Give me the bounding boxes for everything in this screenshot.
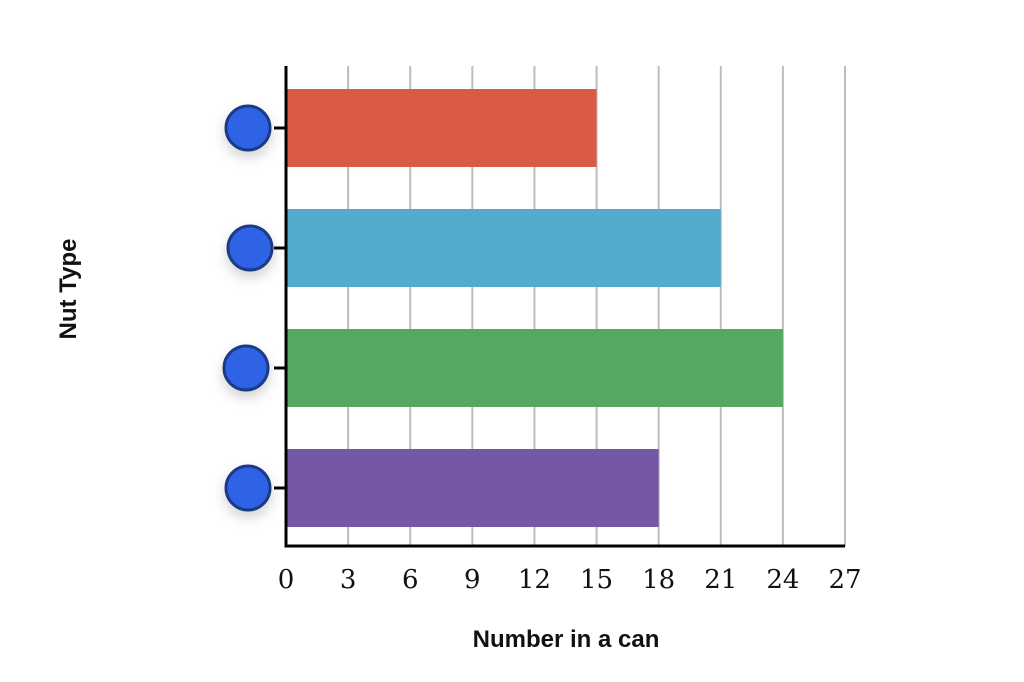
x-tick-label: 21	[704, 565, 737, 595]
x-tick-label: 15	[580, 565, 613, 595]
x-tick-label: 6	[402, 565, 419, 595]
category-marker-icon[interactable]	[222, 344, 270, 392]
x-tick-label: 24	[766, 565, 799, 595]
x-tick-label: 27	[828, 565, 861, 595]
bar	[287, 329, 783, 407]
x-tick-label: 3	[340, 565, 357, 595]
category-tick-marks	[274, 126, 286, 490]
bar	[287, 209, 721, 287]
category-marker-icon[interactable]	[226, 224, 274, 272]
x-tick-label: 9	[464, 565, 481, 595]
category-marker-icon[interactable]	[224, 464, 272, 512]
bar	[287, 449, 659, 527]
bar	[287, 89, 597, 167]
x-tick-label: 18	[642, 565, 675, 595]
category-markers[interactable]	[222, 104, 274, 512]
x-tick-labels: 0 3 6 9 12 15 18 21 24 27	[278, 565, 862, 595]
x-tick-label: 0	[278, 565, 295, 595]
category-marker-icon[interactable]	[224, 104, 272, 152]
bars	[287, 89, 783, 527]
y-axis-title: Nut Type	[55, 239, 82, 340]
x-axis-title: Number in a can	[473, 626, 660, 653]
x-tick-label: 12	[518, 565, 551, 595]
